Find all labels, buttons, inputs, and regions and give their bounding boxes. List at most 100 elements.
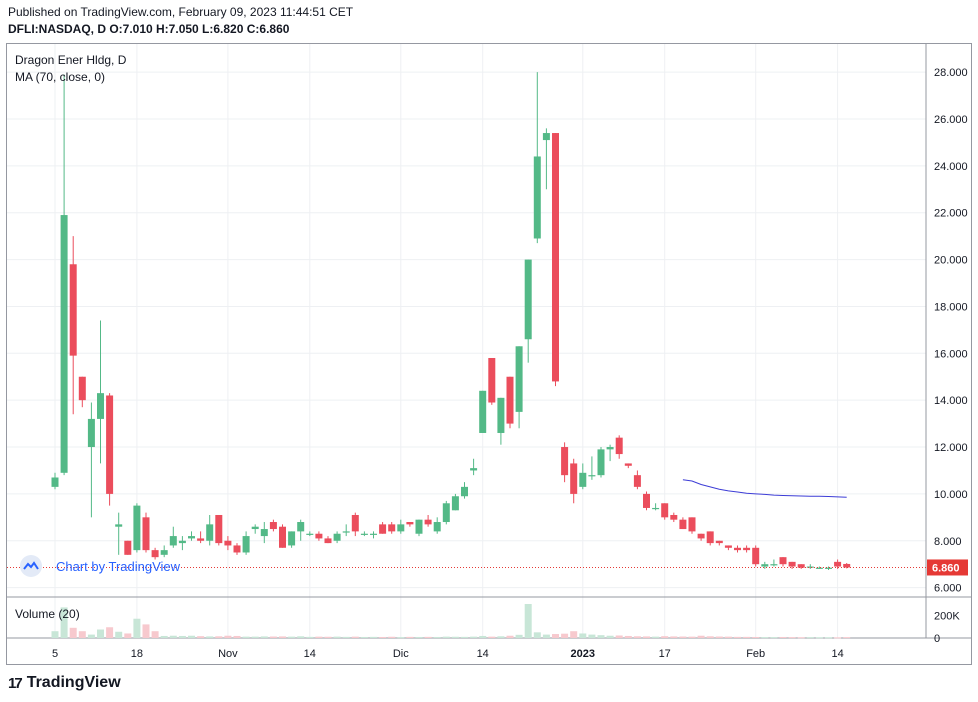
- time-tick-label: 18: [131, 648, 143, 660]
- last-price-label: 6.860: [932, 562, 960, 574]
- candle-body: [397, 524, 405, 532]
- candle-body: [633, 475, 641, 487]
- ma-line: [682, 479, 847, 498]
- volume-bar: [570, 631, 578, 638]
- candle-body: [242, 536, 250, 553]
- candle-body: [151, 550, 159, 558]
- candle-body: [715, 540, 723, 544]
- candle-body: [197, 538, 205, 541]
- candle-body: [188, 536, 195, 539]
- candle-body: [806, 566, 814, 568]
- volume-bar: [188, 635, 195, 638]
- volume-bar: [806, 637, 814, 639]
- candle-body: [533, 156, 541, 239]
- volume-bar: [397, 637, 405, 639]
- candle-body: [442, 503, 450, 523]
- volume-bar: [242, 636, 250, 638]
- candle-body: [60, 215, 68, 473]
- candle-body: [169, 536, 177, 546]
- candle-body: [370, 533, 377, 535]
- volume-bar: [288, 636, 296, 638]
- volume-bar: [260, 636, 268, 638]
- volume-bar: [524, 604, 532, 638]
- volume-bar: [724, 636, 732, 638]
- volume-bar: [169, 635, 177, 638]
- volume-bar: [224, 635, 232, 638]
- legend-ma[interactable]: MA (70, close, 0): [15, 70, 106, 84]
- candle-body: [843, 563, 851, 568]
- tradingview-logo-icon: 17: [8, 674, 23, 692]
- time-tick-label: 17: [659, 648, 671, 660]
- candle-body: [324, 538, 332, 544]
- volume-bar: [843, 637, 851, 639]
- volume-bar: [251, 636, 259, 638]
- volume-bar: [761, 637, 769, 639]
- volume-bar: [825, 637, 832, 639]
- legend-title[interactable]: Dragon Ener Hldg, D: [15, 53, 127, 67]
- candle-body: [433, 522, 441, 532]
- candle-body: [142, 517, 150, 551]
- volume-bar: [679, 636, 687, 638]
- volume-bar: [561, 633, 569, 638]
- candle-body: [570, 463, 578, 494]
- candle-body: [825, 567, 832, 569]
- candle-body: [379, 524, 387, 534]
- price-tick-label: 10.000: [934, 489, 968, 501]
- symbol-ohlc-line: DFLI:NASDAQ, D O:7.010 H:7.050 L:6.820 C…: [8, 22, 290, 36]
- candle-body: [697, 533, 705, 539]
- candle-body: [206, 524, 214, 541]
- candle-body: [306, 533, 314, 535]
- candle-body: [652, 507, 660, 510]
- volume-bar: [324, 636, 332, 638]
- candle-body: [788, 561, 796, 567]
- volume-bar: [406, 636, 414, 638]
- candle-body: [51, 477, 59, 487]
- price-tick-label: 24.000: [934, 161, 968, 173]
- candle-body: [260, 529, 268, 537]
- volume-bar: [87, 634, 95, 638]
- volume-bar: [715, 636, 723, 638]
- candle-body: [670, 514, 678, 520]
- candle-body: [488, 357, 496, 403]
- volume-bar: [69, 627, 77, 638]
- volume-tick-label: 0: [934, 633, 940, 645]
- legend-volume[interactable]: Volume (20): [15, 607, 80, 621]
- volume-bar: [379, 636, 387, 638]
- candle-body: [615, 437, 623, 455]
- candle-body: [415, 519, 423, 534]
- volume-bar: [197, 636, 205, 638]
- candle-body: [224, 540, 232, 546]
- candle-body: [315, 533, 323, 539]
- candle-body: [688, 517, 696, 532]
- volume-bar: [60, 607, 68, 638]
- candle-body: [178, 540, 186, 544]
- volume-bar: [606, 635, 614, 638]
- time-tick-label: 5: [52, 648, 58, 660]
- candle-body: [561, 447, 569, 476]
- volume-bar: [652, 636, 660, 638]
- candle-body: [479, 390, 487, 433]
- chart-frame[interactable]: [6, 43, 972, 665]
- candle-body: [461, 486, 468, 497]
- candle-body: [752, 547, 760, 565]
- candle-body: [624, 463, 632, 466]
- candle-body: [588, 475, 596, 477]
- volume-bar: [333, 636, 341, 638]
- volume-bar: [533, 632, 541, 638]
- volume-bar: [797, 637, 805, 639]
- candle-body: [524, 259, 532, 340]
- volume-bar: [779, 636, 787, 638]
- candle-body: [288, 531, 296, 546]
- volume-bar: [178, 635, 186, 638]
- footer-logo[interactable]: 17 TradingView: [8, 674, 121, 692]
- watermark[interactable]: Chart by TradingView: [20, 555, 180, 577]
- volume-bar: [351, 636, 359, 638]
- volume-bar: [142, 624, 150, 638]
- volume-bar: [451, 636, 459, 638]
- volume-bar: [815, 637, 823, 639]
- volume-bar: [106, 627, 114, 638]
- candle-body: [133, 505, 141, 551]
- time-tick-label: Dic: [393, 648, 409, 660]
- candle-body: [388, 524, 396, 532]
